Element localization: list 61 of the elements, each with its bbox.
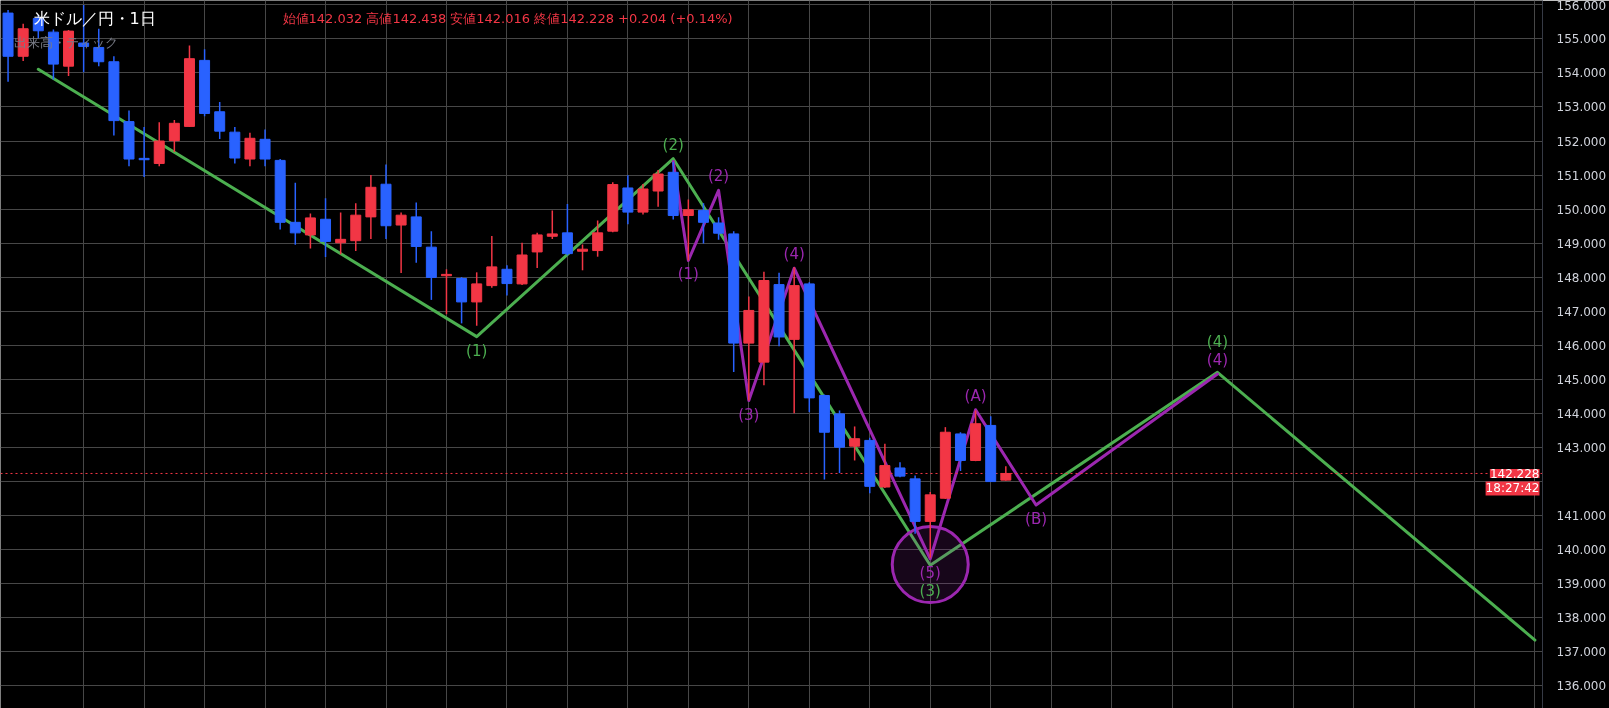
candlestick bbox=[592, 219, 604, 258]
annotation: (A) bbox=[964, 386, 987, 405]
candlestick bbox=[486, 235, 498, 289]
annotation: (3) bbox=[919, 581, 941, 600]
y-tick-label: 145.000 bbox=[1556, 372, 1607, 387]
ref-line-label: 142.228 18:27:42 bbox=[1485, 466, 1540, 496]
y-tick-label: 149.000 bbox=[1556, 236, 1607, 251]
candlestick bbox=[214, 101, 226, 140]
candlestick bbox=[471, 271, 483, 327]
y-tick-label: 154.000 bbox=[1556, 66, 1607, 81]
y-tick-label: 148.000 bbox=[1556, 270, 1607, 285]
candlestick bbox=[637, 183, 649, 216]
candlestick bbox=[259, 128, 271, 167]
y-tick-label: 150.000 bbox=[1556, 202, 1607, 217]
annotation: (1) bbox=[466, 341, 488, 360]
candlestick bbox=[244, 132, 256, 167]
candlestick bbox=[561, 203, 573, 257]
y-tick-label: 139.000 bbox=[1556, 576, 1607, 591]
candlestick bbox=[531, 232, 543, 269]
y-tick-label: 152.000 bbox=[1556, 134, 1607, 149]
y-tick-label: 155.000 bbox=[1556, 32, 1607, 47]
candlestick bbox=[168, 119, 180, 153]
candlestick bbox=[153, 121, 165, 167]
annotation: (B) bbox=[1025, 510, 1048, 529]
annotation: (4) bbox=[783, 245, 805, 264]
y-tick-label: 144.000 bbox=[1556, 406, 1607, 421]
y-tick-label: 138.000 bbox=[1556, 610, 1607, 625]
candlestick bbox=[289, 182, 301, 246]
y-tick-label: 151.000 bbox=[1556, 168, 1607, 183]
annotation: (1) bbox=[677, 265, 699, 284]
candlestick bbox=[93, 27, 105, 67]
candlestick bbox=[395, 211, 407, 274]
annotation: (4) bbox=[1206, 333, 1229, 352]
candlestick bbox=[849, 425, 861, 462]
annotation: (2) bbox=[707, 167, 730, 186]
candlestick bbox=[304, 212, 316, 250]
annotation: (2) bbox=[662, 135, 684, 154]
y-tick-label: 146.000 bbox=[1556, 338, 1607, 353]
y-tick-label: 153.000 bbox=[1556, 100, 1607, 115]
candlestick bbox=[335, 211, 347, 256]
candlestick bbox=[456, 276, 468, 325]
candlestick bbox=[320, 197, 332, 258]
candlestick bbox=[577, 243, 589, 272]
candlestick bbox=[138, 126, 150, 178]
candlestick bbox=[697, 202, 709, 245]
candlestick bbox=[501, 264, 513, 297]
annotation: (5) bbox=[919, 563, 941, 582]
y-tick-label: 137.000 bbox=[1556, 644, 1607, 659]
candlestick bbox=[546, 209, 558, 240]
y-tick-label: 147.000 bbox=[1556, 304, 1607, 319]
candlestick bbox=[713, 216, 725, 241]
text: 始値142.032 高値142.438 安値142.016 終値142.228 +0.204 (+0.14%) bbox=[282, 11, 733, 26]
y-tick-label: 156.000 bbox=[1556, 0, 1607, 13]
annotation: (3) bbox=[738, 405, 760, 424]
annotation: (4) bbox=[1206, 351, 1229, 370]
y-tick-label: 141.000 bbox=[1556, 508, 1607, 523]
y-tick-label: 136.000 bbox=[1556, 678, 1607, 693]
y-tick-label: 140.000 bbox=[1556, 542, 1607, 557]
candlestick bbox=[682, 198, 694, 262]
y-tick-label: 143.000 bbox=[1556, 440, 1607, 455]
candlestick bbox=[652, 169, 664, 208]
